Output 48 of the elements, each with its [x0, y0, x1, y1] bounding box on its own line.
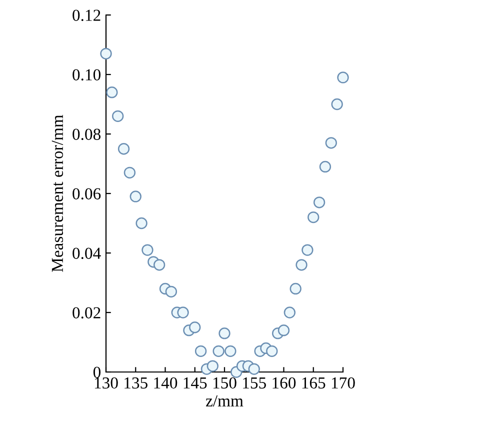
point: [142, 244, 154, 256]
x-tick-label: 160: [272, 377, 296, 389]
y-tick-label: 0.08: [72, 128, 101, 140]
point: [130, 190, 142, 202]
point: [118, 143, 130, 155]
point: [106, 86, 118, 98]
point: [248, 363, 260, 375]
x-tick-label: 140: [154, 377, 178, 389]
y-tick-label: 0: [93, 366, 101, 378]
point: [177, 306, 189, 318]
point: [206, 360, 218, 372]
x-tick-label: 155: [243, 377, 266, 389]
point: [319, 160, 332, 173]
y-tick-label: 0.06: [72, 188, 101, 200]
point: [308, 211, 320, 224]
point: [302, 244, 314, 256]
x-tick-label: 165: [302, 377, 326, 389]
point: [284, 306, 296, 318]
point: [224, 345, 236, 358]
y-tick-label: 0.02: [72, 307, 100, 319]
point: [194, 345, 207, 358]
point: [136, 217, 148, 230]
point: [165, 286, 178, 298]
x-tick-label: 130: [94, 377, 118, 389]
x-tick-label: 170: [332, 377, 355, 389]
y-axis-title: Measurement error/mm: [52, 114, 64, 272]
point: [278, 324, 290, 336]
point: [266, 345, 278, 358]
point: [124, 166, 136, 179]
x-tick-label: 150: [213, 377, 236, 389]
x-axis-title: z/mm: [206, 395, 244, 406]
point: [189, 322, 201, 334]
point: [325, 137, 337, 149]
y-tick-label: 0.10: [72, 69, 101, 81]
point: [290, 282, 302, 295]
point: [218, 327, 230, 340]
point: [296, 259, 308, 271]
y-tick-label: 0.12: [72, 10, 100, 22]
y-tick-label: 0.04: [72, 248, 101, 260]
point: [153, 259, 166, 271]
point: [112, 110, 124, 122]
point: [212, 345, 224, 358]
x-tick-label: 145: [184, 377, 207, 389]
point: [331, 98, 343, 110]
point: [100, 48, 112, 60]
point: [337, 72, 349, 84]
x-tick-label: 135: [124, 377, 148, 389]
point: [313, 196, 326, 208]
